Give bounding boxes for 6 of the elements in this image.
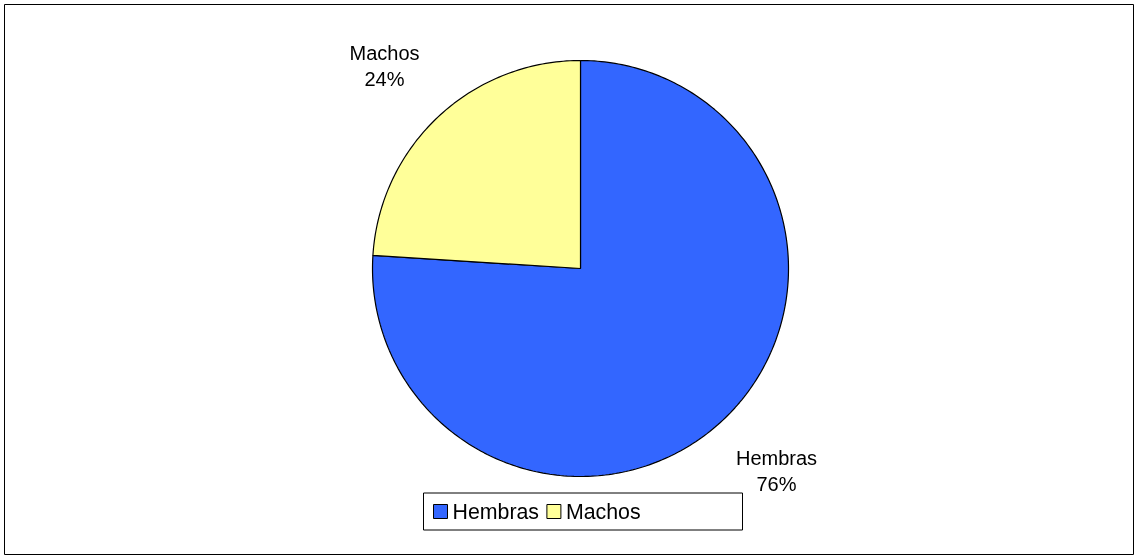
data-label: 76%: [756, 473, 797, 496]
legend-label: Machos: [565, 499, 641, 524]
data-label: 24%: [364, 68, 405, 91]
slice-label: Hembras: [735, 446, 818, 469]
legend-label: Hembras: [452, 499, 540, 524]
slice-label: Machos: [349, 41, 420, 64]
